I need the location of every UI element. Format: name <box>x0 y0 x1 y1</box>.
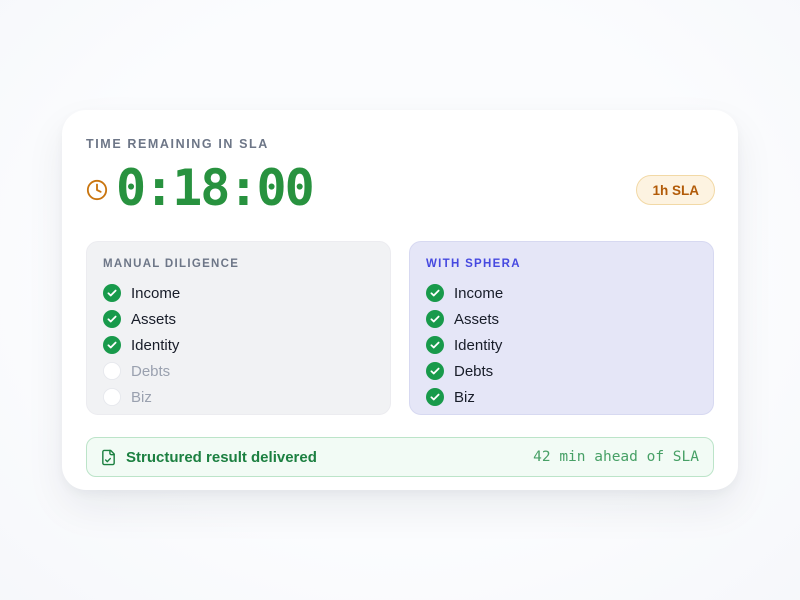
panel-title: MANUAL DILIGENCE <box>103 258 240 270</box>
check-circle-icon <box>426 284 444 302</box>
panel-with-sphera: WITH SPHERA Income Assets Identity Debts… <box>409 241 714 415</box>
checklist-item-label: Income <box>454 284 504 302</box>
panel-manual-diligence: MANUAL DILIGENCE Income Assets Identity … <box>86 241 391 415</box>
check-circle-icon <box>103 310 121 328</box>
result-message: Structured result delivered <box>126 448 317 466</box>
panel-title: WITH SPHERA <box>426 258 521 270</box>
checklist-item-label: Debts <box>131 362 171 380</box>
timer-row: 0:18:00 1h SLA <box>86 159 715 219</box>
empty-circle-icon <box>103 388 121 406</box>
checklist-item: Biz <box>103 384 374 410</box>
result-bar: Structured result delivered 42 min ahead… <box>86 437 714 477</box>
check-circle-icon <box>426 310 444 328</box>
checklist-item: Debts <box>103 358 374 384</box>
checklist-item: Assets <box>103 306 374 332</box>
checklist-item-label: Biz <box>131 388 152 406</box>
checklist-item-label: Income <box>131 284 181 302</box>
check-circle-icon <box>426 336 444 354</box>
checklist-item: Assets <box>426 306 697 332</box>
file-check-icon <box>102 449 115 465</box>
sla-label: TIME REMAINING IN SLA <box>86 137 269 151</box>
checklist-item: Biz <box>426 384 697 410</box>
result-delta: 42 min ahead of SLA <box>533 449 699 465</box>
checklist-item-label: Assets <box>454 310 500 328</box>
checklist-item: Income <box>426 280 697 306</box>
checklist-item-label: Debts <box>454 362 494 380</box>
empty-circle-icon <box>103 362 121 380</box>
sla-countdown-timer: 0:18:00 <box>116 159 315 217</box>
clock-icon <box>86 179 108 201</box>
check-circle-icon <box>426 388 444 406</box>
result-left: Structured result delivered <box>100 449 317 466</box>
checklist-item: Identity <box>103 332 374 358</box>
comparison-panels: MANUAL DILIGENCE Income Assets Identity … <box>86 241 714 415</box>
checklist-item-label: Assets <box>131 310 177 328</box>
sla-card: TIME REMAINING IN SLA 0:18:00 1h SLA MAN… <box>62 110 738 490</box>
checklist-item: Income <box>103 280 374 306</box>
checklist-item-label: Biz <box>454 388 475 406</box>
checklist-item: Identity <box>426 332 697 358</box>
check-circle-icon <box>103 336 121 354</box>
checklist-item-label: Identity <box>131 336 180 354</box>
check-circle-icon <box>103 284 121 302</box>
check-circle-icon <box>426 362 444 380</box>
sla-duration-badge: 1h SLA <box>636 175 715 205</box>
checklist-item-label: Identity <box>454 336 503 354</box>
checklist-item: Debts <box>426 358 697 384</box>
